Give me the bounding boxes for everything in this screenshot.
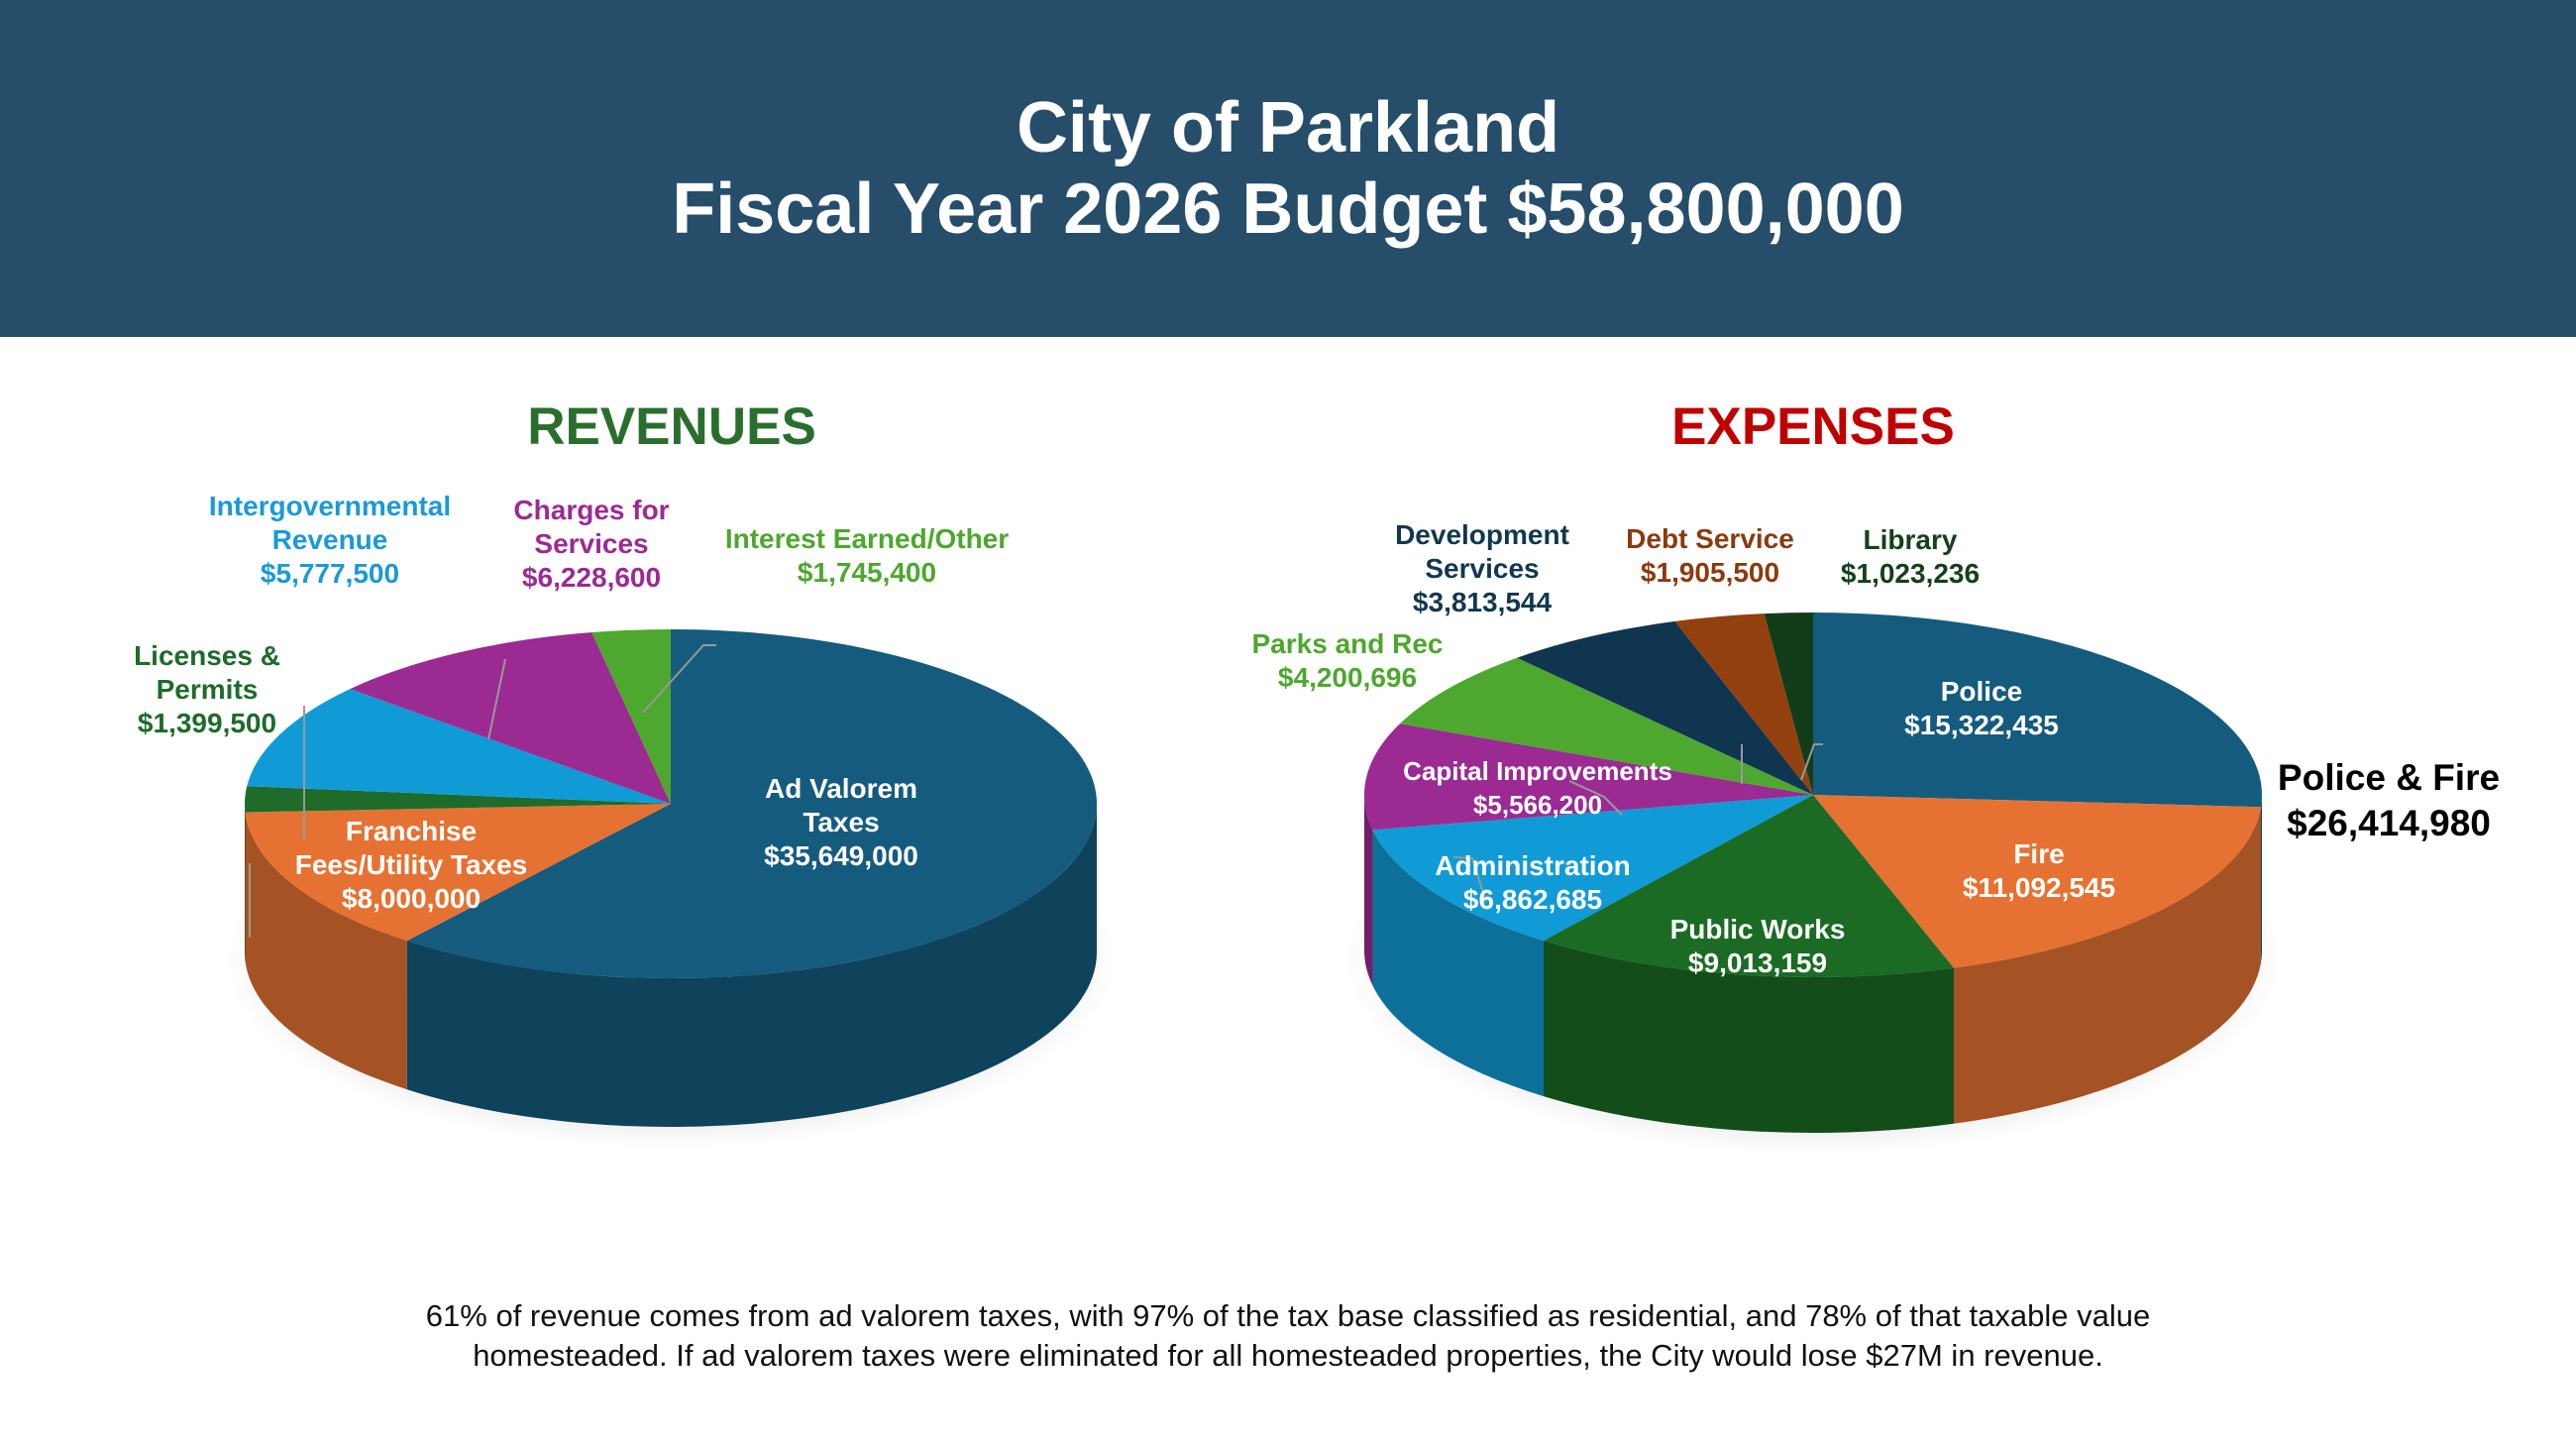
label-name: Public Works xyxy=(1669,914,1846,945)
annotation-line2: $26,414,980 xyxy=(2287,803,2491,843)
label-name: Interest Earned/Other xyxy=(724,523,1010,554)
data-label-debt-service: Debt Service $1,905,500 xyxy=(1626,522,1794,590)
label-value: $9,013,159 xyxy=(1687,947,1828,978)
label-name: Administration xyxy=(1435,850,1631,881)
label-value: $6,228,600 xyxy=(521,562,662,593)
label-name: Permits xyxy=(156,674,259,705)
slice-charges-for-services xyxy=(350,632,671,804)
data-label-franchise-fees-utility-taxes: Franchise Fees/Utility Taxes $8,000,000 xyxy=(295,815,527,916)
label-name: Charges for xyxy=(513,495,670,525)
label-value: $6,862,685 xyxy=(1462,884,1603,915)
label-name: Revenue xyxy=(271,524,388,555)
label-value: $4,200,696 xyxy=(1277,662,1418,693)
label-name: Services xyxy=(1425,553,1540,584)
label-name: Franchise xyxy=(345,816,478,846)
slice-side-capital-improvements xyxy=(1363,795,1373,986)
slice-franchise-fees-utility-taxes xyxy=(245,804,671,942)
label-value: $1,399,500 xyxy=(137,708,277,738)
slice-fire xyxy=(1813,795,2261,968)
footer-line2: homesteaded. If ad valorem taxes were el… xyxy=(473,1338,2103,1373)
label-name: Licenses & xyxy=(134,640,280,671)
label-value: $11,092,545 xyxy=(1962,872,2116,903)
slice-side-police xyxy=(2260,795,2262,963)
slice-ad-valorem-taxes xyxy=(406,629,1097,979)
data-label-licenses-permits: Licenses & Permits $1,399,500 xyxy=(134,639,280,740)
slice-licenses-permits xyxy=(244,786,671,813)
data-label-administration: Administration $6,862,685 xyxy=(1435,849,1631,917)
data-label-interest-earned-other: Interest Earned/Other $1,745,400 xyxy=(725,522,1009,590)
slice-side-administration xyxy=(1372,830,1544,1097)
data-label-ad-valorem-taxes: Ad Valorem Taxes $35,649,000 xyxy=(764,772,918,873)
leader-parks xyxy=(1452,856,1487,903)
leader-lines xyxy=(249,644,1823,938)
data-label-charges-for-services: Charges for Services $6,228,600 xyxy=(513,494,669,595)
leader-library xyxy=(1800,743,1823,781)
label-value: $1,023,236 xyxy=(1840,558,1981,589)
data-label-capital-improvements: Capital Improvements $5,566,200 xyxy=(1403,754,1672,822)
police-fire-annotation: Police & Fire $26,414,980 xyxy=(2278,755,2500,846)
footer-note: 61% of revenue comes from ad valorem tax… xyxy=(0,1296,2576,1376)
data-label-intergovernmental-revenue: Intergovernmental Revenue $5,777,500 xyxy=(209,490,451,591)
label-name: Fire xyxy=(2013,838,2065,869)
slice-library xyxy=(1764,613,1813,795)
header-banner: City of Parkland Fiscal Year 2026 Budget… xyxy=(0,0,2576,337)
data-label-police: Police $15,322,435 xyxy=(1904,675,2059,742)
label-value: $8,000,000 xyxy=(341,883,482,914)
data-label-development-services: Development Services $3,813,544 xyxy=(1395,518,1569,619)
label-name: Police xyxy=(1940,676,2023,707)
slice-development-services xyxy=(1517,620,1813,795)
label-value: $3,813,544 xyxy=(1412,587,1553,617)
label-name: Taxes xyxy=(803,807,880,837)
label-name: Library xyxy=(1863,524,1958,555)
slice-interest-earned-other xyxy=(591,629,671,804)
annotation-line1: Police & Fire xyxy=(2277,757,2501,798)
slice-side-franchise-fees-utility-taxes xyxy=(245,812,407,1090)
label-name: Ad Valorem xyxy=(764,773,918,804)
data-label-fire: Fire $11,092,545 xyxy=(1963,837,2115,905)
slice-public-works xyxy=(1543,795,1955,977)
slice-capital-improvements xyxy=(1364,724,1813,831)
expense-pie xyxy=(1344,613,2282,1155)
expenses-title: EXPENSES xyxy=(1671,397,1955,456)
label-name: Debt Service xyxy=(1626,523,1794,554)
slice-administration xyxy=(1372,795,1813,942)
label-name: Services xyxy=(534,528,649,559)
page-title-line1: City of Parkland xyxy=(1016,88,1560,167)
data-label-library: Library $1,023,236 xyxy=(1841,523,1980,591)
label-name: Development xyxy=(1395,519,1569,550)
slice-parks-and-rec xyxy=(1400,657,1813,795)
slice-side-fire xyxy=(1954,807,2261,1124)
label-name: Intergovernmental xyxy=(208,491,452,521)
slice-police xyxy=(1813,613,2262,808)
leader-interest xyxy=(642,644,716,714)
slice-side-public-works xyxy=(1543,941,1955,1134)
slice-intergovernmental-revenue xyxy=(247,689,671,804)
footer-line1: 61% of revenue comes from ad valorem tax… xyxy=(425,1298,2151,1333)
slice-side-ad-valorem-taxes xyxy=(406,804,1097,1128)
label-name: Capital Improvements xyxy=(1403,756,1672,786)
label-value: $1,905,500 xyxy=(1640,557,1780,588)
leader-development xyxy=(1568,780,1623,816)
revenue-pie xyxy=(225,629,1117,1149)
data-label-public-works: Public Works $9,013,159 xyxy=(1670,913,1846,980)
slice-debt-service xyxy=(1674,613,1813,795)
leader-charges xyxy=(487,658,506,740)
label-value: $5,777,500 xyxy=(260,558,400,589)
label-value: $35,649,000 xyxy=(764,840,918,871)
label-value: $1,745,400 xyxy=(797,557,937,588)
revenues-title: REVENUES xyxy=(527,397,816,456)
label-name: Fees/Utility Taxes xyxy=(294,849,528,880)
data-label-parks-and-rec: Parks and Rec $4,200,696 xyxy=(1252,627,1444,695)
label-value: $5,566,200 xyxy=(1472,790,1603,820)
label-value: $15,322,435 xyxy=(1904,710,2059,740)
label-name: Parks and Rec xyxy=(1251,628,1444,659)
page-title-line2: Fiscal Year 2026 Budget $58,800,000 xyxy=(672,169,1904,249)
